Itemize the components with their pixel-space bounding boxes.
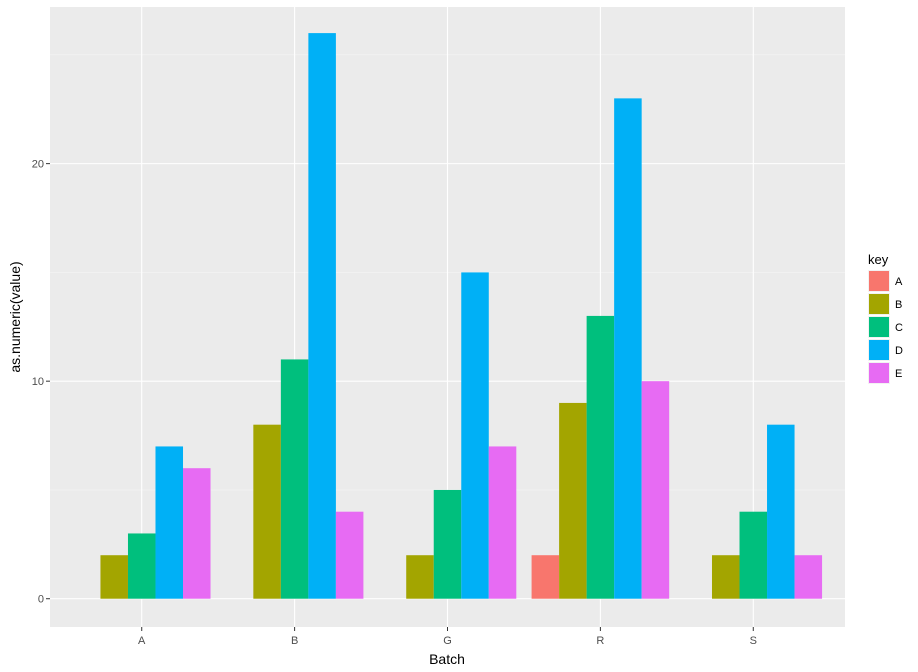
bars: [100, 33, 823, 599]
x-tick-label: G: [443, 635, 452, 647]
bar-g-d: [461, 272, 489, 599]
legend-key-e: [869, 363, 889, 383]
bar-r-c: [586, 315, 615, 599]
bar-g-b: [406, 555, 434, 599]
x-tick-label: R: [596, 635, 604, 647]
legend-key-b: [869, 294, 889, 314]
legend-label-c: C: [895, 322, 903, 334]
legend-key-d: [869, 340, 889, 360]
y-tick-label: 10: [32, 376, 44, 388]
bar-b-b: [253, 424, 281, 599]
x-tick-label: A: [138, 635, 146, 647]
bar-b-e: [335, 511, 364, 599]
x-axis-title: Batch: [429, 651, 465, 667]
bar-r-b: [559, 402, 587, 599]
x-tick-label: S: [750, 635, 757, 647]
bar-b-c: [280, 359, 309, 599]
y-axis-title: as.numeric(value): [7, 261, 23, 372]
legend-title: key: [868, 252, 889, 267]
y-tick-label: 0: [38, 594, 44, 606]
bar-s-b: [711, 555, 740, 599]
bar-b-d: [308, 33, 336, 599]
bar-g-c: [433, 489, 462, 599]
bar-r-a: [531, 555, 560, 599]
legend-label-b: B: [895, 299, 902, 311]
legend-key-a: [869, 271, 889, 291]
bar-s-d: [767, 424, 795, 599]
legend-label-d: D: [895, 345, 903, 357]
x-tick-label: B: [291, 635, 298, 647]
bar-r-e: [641, 381, 670, 599]
bar-s-c: [739, 511, 768, 599]
bar-a-e: [183, 468, 211, 599]
y-axis: 0 10 20: [32, 159, 50, 606]
bar-a-d: [155, 446, 184, 599]
bar-a-b: [100, 555, 128, 599]
legend-label-e: E: [895, 368, 902, 380]
legend-key-c: [869, 317, 889, 337]
y-tick-label: 20: [32, 159, 44, 171]
bar-g-e: [488, 446, 517, 599]
bar-r-d: [614, 98, 642, 599]
bar-s-e: [794, 555, 823, 599]
bar-a-c: [127, 533, 156, 599]
legend-label-a: A: [895, 276, 903, 288]
